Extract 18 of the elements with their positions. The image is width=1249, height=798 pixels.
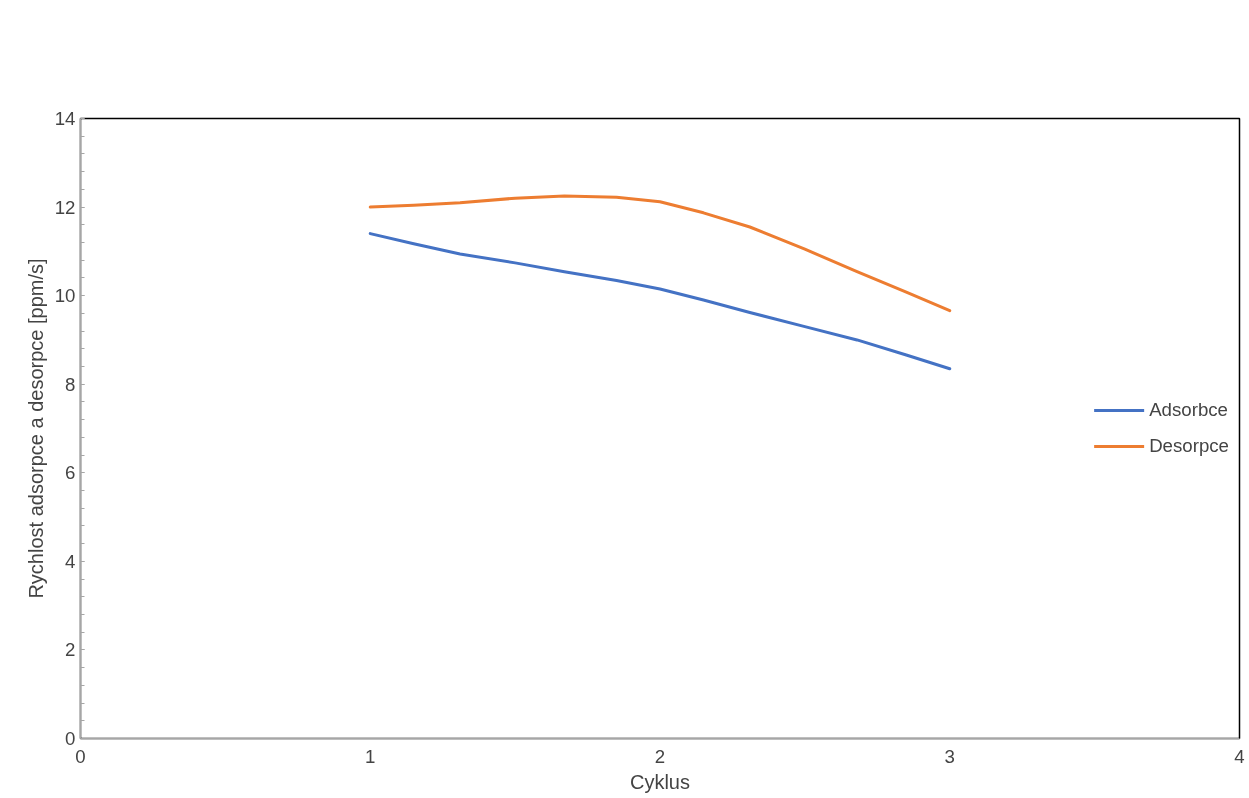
legend-label: Adsorbce — [1149, 399, 1228, 421]
y-tick-label: 6 — [65, 462, 76, 484]
x-tick-label: 2 — [654, 745, 666, 767]
y-axis-title: Rychlost adsorpce a desorpce [ppm/s] — [24, 258, 47, 599]
y-tick-label: 8 — [65, 373, 76, 395]
y-tick-label: 14 — [54, 108, 76, 129]
y-tick-label: 4 — [65, 550, 76, 572]
line-series — [368, 232, 952, 371]
line-series — [368, 194, 952, 313]
y-tick-label: 2 — [65, 639, 76, 661]
y-tick-label: 0 — [65, 728, 76, 749]
x-tick-label: 3 — [944, 745, 955, 767]
x-tick-label: 4 — [1234, 745, 1245, 767]
y-tick-label: 10 — [54, 285, 76, 307]
y-tick-label: 12 — [54, 196, 76, 218]
x-axis-title: Cyklus — [630, 770, 691, 793]
legend-label: Desorpce — [1149, 435, 1229, 457]
x-tick-label: 1 — [365, 745, 376, 767]
